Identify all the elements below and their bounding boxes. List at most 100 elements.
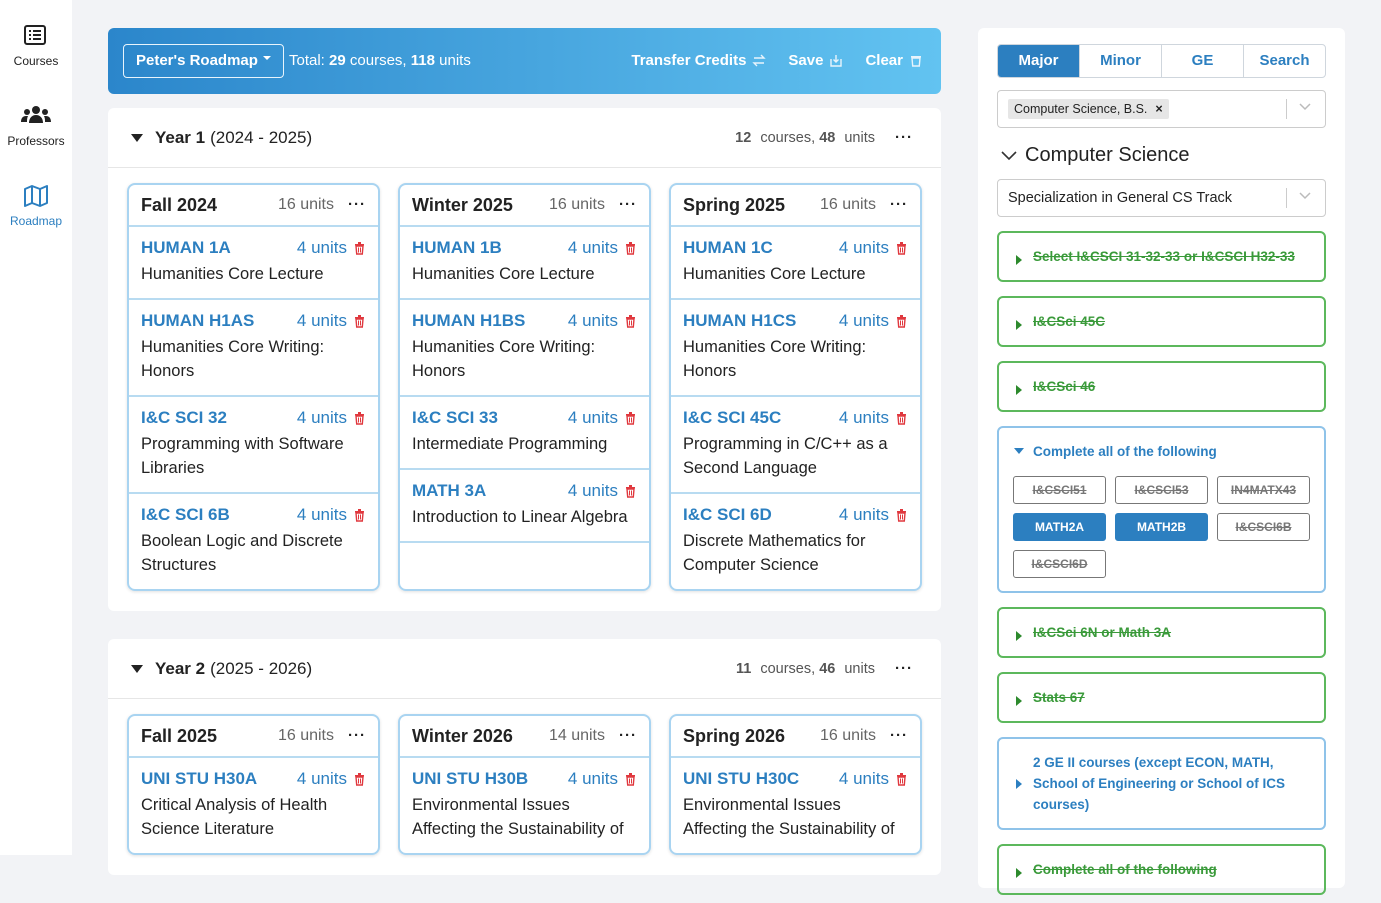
delete-icon	[626, 773, 635, 786]
requirement-group[interactable]: I&CSci 6N or Math 3A	[997, 607, 1326, 658]
course[interactable]: I&C SCI 32 4 units Programming with Softwa…	[129, 395, 378, 492]
course-line: I&C SCI 33 4 units	[412, 408, 637, 428]
delete-icon	[897, 412, 906, 425]
action-button[interactable]: Clear	[865, 52, 923, 69]
delete-icon	[626, 412, 635, 425]
menu[interactable]: ···	[890, 727, 908, 744]
requirement-groups: Select I&CSCI 31-32-33 or I&CSCI H32-33 I…	[997, 231, 1326, 895]
menu[interactable]: ···	[619, 196, 637, 213]
course-title: Humanities Core Writing: Honors	[683, 338, 867, 380]
collapse-caret	[131, 133, 143, 142]
course-title: Introduction to Linear Algebra	[412, 508, 628, 526]
course[interactable]: MATH 3A 4 units Introduction to Linear Alg…	[400, 468, 649, 541]
requirement-group[interactable]: 2 GE II courses (except ECON, MATH, Scho…	[997, 737, 1326, 830]
menu[interactable]: ···	[895, 128, 913, 146]
year-count: 11 courses, 46 units	[736, 661, 875, 677]
course-units: 4 units	[567, 311, 618, 330]
roadmap-header: Peter's Roadmap Total: 29 courses, 118 u…	[108, 28, 941, 94]
course[interactable]: UNI STU H30B 4 units Environmental Issues …	[400, 756, 649, 853]
year-count: 12 courses, 48 units	[735, 130, 875, 146]
quarter-header: Spring 2025 16 units ···	[671, 185, 920, 225]
group-label: I&CSci 6N or Math 3A	[1033, 625, 1172, 640]
major-select[interactable]: Computer Science, B.S. ×	[997, 90, 1326, 128]
drop-zone	[400, 541, 649, 589]
course-code: UNI STU H30B	[412, 769, 529, 788]
action-label: Save	[788, 52, 824, 69]
year-card: Year 2 (2025 - 2026) 11 courses, 46 units ·…	[108, 639, 941, 875]
course-button[interactable]: I&CSCI53	[1115, 476, 1208, 504]
course[interactable]: HUMAN 1A 4 units Humanities Core Lecture	[129, 225, 378, 298]
course[interactable]: I&C SCI 6D 4 units Discrete Mathematics fo…	[671, 492, 920, 589]
quarter-name: Spring 2025	[683, 194, 786, 215]
nav-label: Courses	[13, 54, 59, 68]
nav-item[interactable]: Roadmap	[0, 184, 72, 228]
course-units: 4 units	[838, 505, 889, 524]
requirement-group[interactable]: Complete all of the following	[997, 844, 1326, 895]
label: units	[844, 660, 875, 677]
course-code: I&C SCI 6B	[141, 505, 230, 524]
course[interactable]: HUMAN 1B 4 units Humanities Core Lecture	[400, 225, 649, 298]
tab[interactable]: GE	[1161, 45, 1243, 77]
year-name: Year 1	[155, 127, 206, 147]
course[interactable]: HUMAN 1C 4 units Humanities Core Lecture	[671, 225, 920, 298]
course[interactable]: I&C SCI 6B 4 units Boolean Logic and Discr…	[129, 492, 378, 589]
delete-icon	[897, 773, 906, 786]
course-button[interactable]: IN4MATX43	[1217, 476, 1310, 504]
course[interactable]: HUMAN H1BS 4 units Humanities Core Writing…	[400, 298, 649, 395]
label: courses,	[760, 129, 816, 146]
course[interactable]: UNI STU H30C 4 units Environmental Issues …	[671, 756, 920, 853]
delete-icon	[626, 242, 635, 255]
year-header[interactable]: Year 1 (2024 - 2025) 12 courses, 48 units ·…	[108, 108, 941, 168]
course-units: 4 units	[296, 238, 347, 257]
year-range: (2024 - 2025)	[210, 127, 313, 147]
tab[interactable]: Major	[998, 45, 1079, 77]
menu[interactable]: ···	[619, 727, 637, 744]
chevron	[1299, 192, 1311, 200]
label: units	[844, 129, 875, 146]
specialization-select[interactable]: Specialization in General CS Track	[997, 179, 1326, 217]
tab[interactable]: Search	[1243, 45, 1325, 77]
requirement-group[interactable]: Select I&CSCI 31-32-33 or I&CSCI H32-33	[997, 231, 1326, 282]
action-label: Transfer Credits	[631, 52, 747, 69]
course-button[interactable]: I&CSCI51	[1013, 476, 1106, 504]
requirements-panel: Major Minor GE Search Computer Science, B.S…	[978, 28, 1345, 895]
course[interactable]: HUMAN H1CS 4 units Humanities Core Writing…	[671, 298, 920, 395]
year-header[interactable]: Year 2 (2025 - 2026) 11 courses, 46 units ·…	[108, 639, 941, 699]
requirement-group[interactable]: I&CSci 45C	[997, 296, 1326, 347]
course-button[interactable]: I&CSCI6D	[1013, 550, 1106, 578]
course-button[interactable]: MATH2B	[1115, 513, 1208, 541]
group-label: I&CSci 46	[1033, 379, 1096, 394]
menu[interactable]: ···	[348, 196, 366, 213]
action-button[interactable]: Transfer Credits	[631, 52, 767, 69]
course[interactable]: I&C SCI 45C 4 units Programming in C/C++ a…	[671, 395, 920, 492]
major-heading[interactable]: Computer Science	[997, 144, 1326, 167]
course-line: HUMAN 1A 4 units	[141, 238, 366, 258]
course-units: 4 units	[296, 311, 347, 330]
course-line: HUMAN 1C 4 units	[683, 238, 908, 258]
course[interactable]: UNI STU H30A 4 units Critical Analysis of …	[129, 756, 378, 853]
course-button[interactable]: MATH2A	[1013, 513, 1106, 541]
nav-item[interactable]: Courses	[0, 24, 72, 68]
delete-icon	[355, 509, 364, 522]
chip-remove[interactable]: ×	[1155, 102, 1163, 116]
requirement-group[interactable]: Stats 67	[997, 672, 1326, 723]
tab[interactable]: Minor	[1079, 45, 1161, 77]
heading: Computer Science	[1025, 144, 1190, 166]
menu[interactable]: ···	[890, 196, 908, 213]
quarter-units: 16 units	[277, 727, 334, 744]
requirement-group[interactable]: I&CSci 46	[997, 361, 1326, 412]
quarter-units: 16 units	[548, 196, 605, 213]
menu[interactable]: ···	[348, 727, 366, 744]
course[interactable]: HUMAN H1AS 4 units Humanities Core Writing…	[129, 298, 378, 395]
menu[interactable]: ···	[895, 659, 913, 677]
requirement-group[interactable]: Complete all of the following I&CSCI51 I&C…	[997, 426, 1326, 593]
action-button[interactable]: Save	[788, 52, 843, 69]
course-button[interactable]: I&CSCI6B	[1217, 513, 1310, 541]
year-card: Year 1 (2024 - 2025) 12 courses, 48 units ·…	[108, 108, 941, 611]
label: units	[439, 52, 471, 69]
course[interactable]: I&C SCI 33 4 units Intermediate Programmin…	[400, 395, 649, 468]
nav-item[interactable]: Professors	[0, 104, 72, 148]
nav-icon	[24, 185, 48, 207]
roadmap-selector[interactable]: Peter's Roadmap	[123, 44, 284, 78]
quarter-card: Spring 2025 16 units ··· HUMAN 1C 4 units Hum…	[669, 183, 922, 591]
